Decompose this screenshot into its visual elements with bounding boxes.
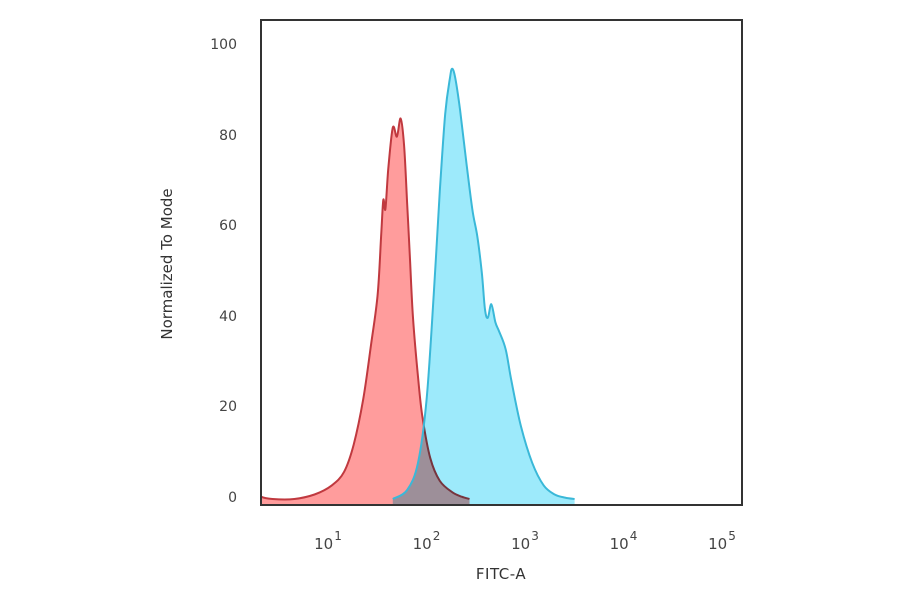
- x-tick-label: 102: [412, 529, 441, 553]
- stained-sample-line: [392, 67, 575, 500]
- plot-frame: [260, 19, 743, 506]
- stained-sample-area: [392, 68, 575, 505]
- y-tick-label: 80: [219, 127, 237, 144]
- y-tick-label: 0: [228, 490, 237, 506]
- x-tick-label: 101: [314, 529, 342, 553]
- x-tick-label: 105: [708, 529, 736, 553]
- y-axis-label: Normalized To Mode: [158, 188, 176, 340]
- isotype-control-area: [261, 118, 470, 505]
- x-tick-label: 104: [609, 529, 638, 553]
- x-axis-label: FITC-A: [475, 565, 527, 583]
- y-tick-label: 40: [219, 308, 237, 325]
- x-tick-label: 103: [511, 529, 539, 553]
- y-tick-label: 60: [219, 218, 237, 235]
- y-tick-label: 20: [219, 399, 237, 416]
- y-tick-label: 100: [210, 37, 237, 53]
